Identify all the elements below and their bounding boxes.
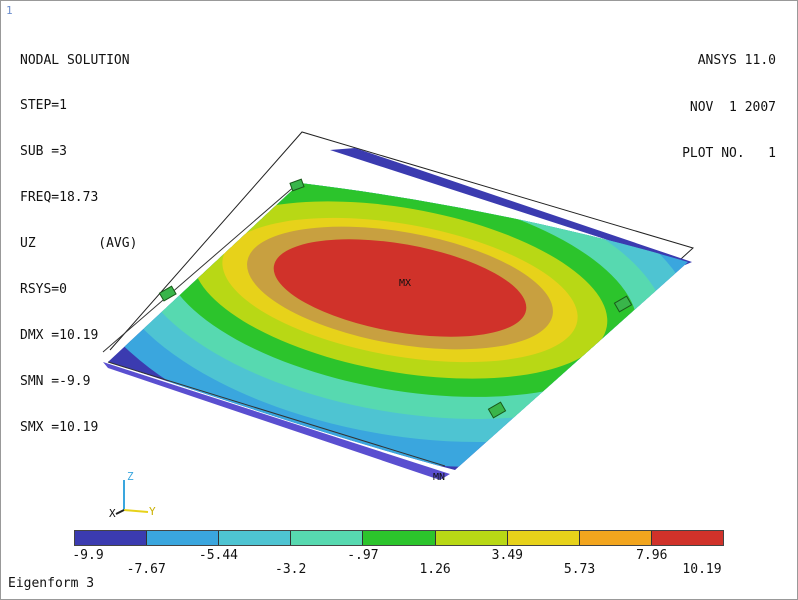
plate-edge-bottom xyxy=(103,362,450,480)
legend-color-9 xyxy=(651,531,723,545)
legend-tick-bottom: -3.2 xyxy=(275,562,307,577)
legend-color-4 xyxy=(291,531,364,545)
version-label: ANSYS 11.0 xyxy=(697,53,776,68)
legend-tick-top: -.97 xyxy=(347,548,379,563)
legend-color-2 xyxy=(147,531,220,545)
support-block-3 xyxy=(613,295,633,313)
legend-tick-top: 7.96 xyxy=(636,548,668,563)
frequency-label: FREQ=18.73 xyxy=(20,190,99,206)
band-9 xyxy=(273,239,527,337)
triad-x-axis xyxy=(115,509,125,515)
legend-color-5 xyxy=(363,531,436,545)
triad-x-label: X xyxy=(109,507,116,520)
max-marker: MX xyxy=(399,278,412,289)
legend-tick-top: 3.49 xyxy=(491,548,523,563)
legend-color-6 xyxy=(435,531,508,545)
smn-label: SMN =-9.9 xyxy=(20,373,91,389)
step-label: STEP=1 xyxy=(20,98,67,114)
support-block-2 xyxy=(158,285,177,302)
contour-bands xyxy=(108,183,688,470)
legend-color-3 xyxy=(219,531,292,545)
plate-outline-front xyxy=(102,184,446,467)
support-block-4 xyxy=(487,401,507,419)
solution-info: NODAL SOLUTION STEP=1 SUB =3 FREQ=18.73 … xyxy=(20,22,137,450)
legend-tick-bottom: 10.19 xyxy=(682,562,722,577)
dmx-label: DMX =10.19 xyxy=(20,327,99,343)
plate-edge-top xyxy=(330,148,692,265)
legend-tick-bottom: 1.26 xyxy=(419,562,451,577)
legend-color-1 xyxy=(75,531,148,545)
triad-z-label: Z xyxy=(127,470,134,483)
result-label: UZ (AVG) xyxy=(20,236,138,252)
legend-color-7 xyxy=(507,531,580,545)
color-legend-bar xyxy=(74,530,724,546)
substep-label: SUB =3 xyxy=(20,144,67,160)
legend-color-8 xyxy=(579,531,652,545)
window-number: 1 xyxy=(6,4,13,17)
legend-tick-bottom: 5.73 xyxy=(563,562,596,577)
plot-footer-title: Eigenform 3 xyxy=(8,576,95,591)
legend-tick-top: -5.44 xyxy=(198,548,239,563)
triad-y-label: Y xyxy=(149,505,156,518)
rsys-label: RSYS=0 xyxy=(20,282,67,298)
date-label: NOV 1 2007 xyxy=(689,99,776,115)
legend-tick-top: -9.9 xyxy=(72,548,104,563)
plot-number-label: PLOT NO. 1 xyxy=(682,146,776,161)
legend-tick-bottom: -7.67 xyxy=(126,562,166,577)
triad-y-axis xyxy=(123,509,149,513)
smx-label: SMX =10.19 xyxy=(20,419,99,435)
min-marker: MN xyxy=(433,472,446,483)
support-block-1 xyxy=(289,178,305,192)
plot-header: ANSYS 11.0 NOV 1 2007 PLOT NO. 1 xyxy=(682,22,776,177)
solution-title: NODAL SOLUTION xyxy=(20,52,130,68)
